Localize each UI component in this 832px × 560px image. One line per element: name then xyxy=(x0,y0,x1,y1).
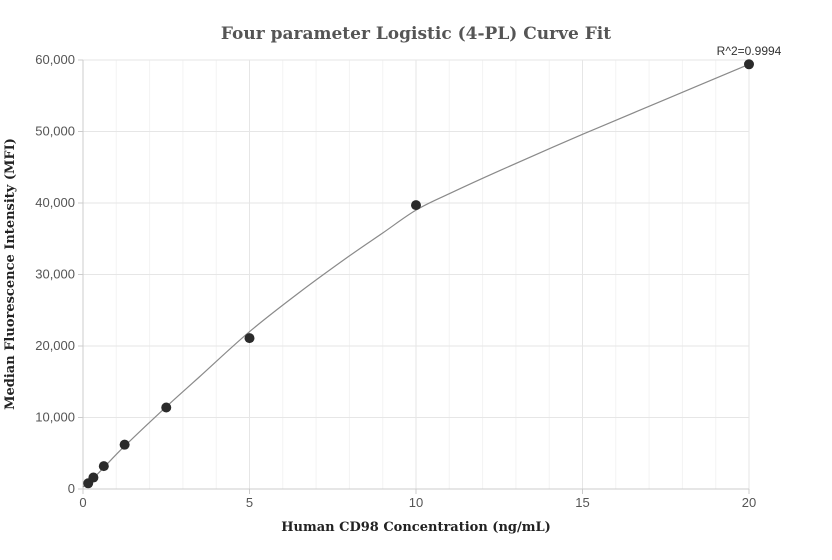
y-tick-label: 50,000 xyxy=(35,124,75,139)
y-tick-label: 0 xyxy=(68,481,75,496)
y-axis-title: Median Fluorescence Intensity (MFI) xyxy=(3,138,18,410)
x-tick-label: 5 xyxy=(246,495,253,510)
data-points xyxy=(83,59,754,489)
x-tick-label: 15 xyxy=(575,495,589,510)
x-tick-label: 10 xyxy=(409,495,423,510)
y-tick-label: 30,000 xyxy=(35,267,75,282)
y-tick-label: 10,000 xyxy=(35,410,75,425)
data-point xyxy=(411,200,421,211)
data-point xyxy=(744,59,754,70)
data-point xyxy=(161,402,172,413)
data-point xyxy=(119,439,130,450)
grid xyxy=(82,59,750,490)
x-tick-label: 20 xyxy=(742,495,756,510)
y-tick-label: 20,000 xyxy=(35,338,75,353)
data-point xyxy=(88,472,99,483)
axes xyxy=(78,59,750,494)
tick-labels: 0 5 10 15 20 0 10,000 20,000 30,000 40,000 50,000 6… xyxy=(35,52,756,510)
r-squared-annotation: R^2=0.9994 xyxy=(717,44,782,58)
x-tick-label: 0 xyxy=(79,495,86,510)
data-point xyxy=(98,461,109,472)
data-point xyxy=(244,333,255,344)
y-tick-label: 60,000 xyxy=(35,52,75,67)
chart-title: Four parameter Logistic (4-PL) Curve Fit xyxy=(221,24,611,44)
x-axis-title: Human CD98 Concentration (ng/mL) xyxy=(281,520,551,535)
y-tick-label: 40,000 xyxy=(35,195,75,210)
